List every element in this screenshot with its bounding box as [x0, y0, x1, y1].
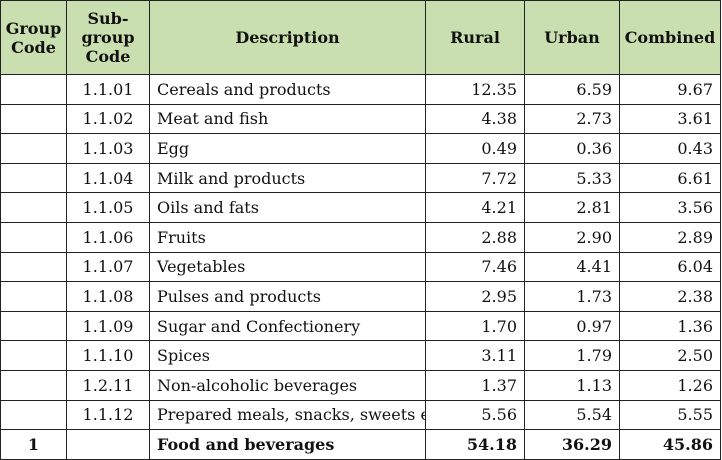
sub-group-code-cell: 1.1.10 [66, 340, 150, 371]
urban-cell: 0.97 [524, 310, 620, 342]
description-cell: Milk and products [149, 162, 426, 194]
combined-cell: 1.36 [619, 310, 721, 342]
group-code-cell [0, 74, 67, 105]
description-cell: Cereals and products [149, 74, 426, 105]
description-cell: Egg [149, 133, 426, 164]
table-row: 1.1.05 Oils and fats 4.21 2.81 3.56 [0, 192, 721, 223]
urban-cell: 4.41 [524, 251, 620, 283]
sub-group-code-cell: 1.1.05 [66, 192, 150, 223]
rural-cell: 0.49 [425, 133, 525, 164]
combined-cell: 5.55 [619, 399, 721, 431]
combined-cell: 2.38 [619, 281, 721, 312]
combined-cell: 9.67 [619, 74, 721, 105]
combined-cell: 2.50 [619, 340, 721, 371]
urban-cell: 2.90 [524, 221, 620, 253]
table-row: 1.2.11 Non-alcoholic beverages 1.37 1.13… [0, 369, 721, 401]
urban-cell: 0.36 [524, 133, 620, 164]
combined-cell: 6.61 [619, 162, 721, 194]
sub-group-code-cell: 1.1.02 [66, 103, 150, 135]
combined-cell: 3.56 [619, 192, 721, 223]
urban-cell: 2.81 [524, 192, 620, 223]
urban-cell: 6.59 [524, 74, 620, 105]
header-sub-group-code: Sub-group Code [66, 0, 150, 75]
group-code-cell [0, 310, 67, 342]
header-rural: Rural [425, 0, 525, 75]
sub-group-code-cell: 1.1.01 [66, 74, 150, 105]
total-sub-group-code [66, 429, 150, 460]
sub-group-code-cell: 1.2.11 [66, 369, 150, 401]
header-description: Description [149, 0, 426, 75]
combined-cell: 2.89 [619, 221, 721, 253]
rural-cell: 12.35 [425, 74, 525, 105]
table-row: 1.1.09 Sugar and Confectionery 1.70 0.97… [0, 310, 721, 342]
table-row: 1.1.01 Cereals and products 12.35 6.59 9… [0, 74, 721, 105]
table-row: 1.1.12 Prepared meals, snacks, sweets et… [0, 399, 721, 431]
combined-cell: 3.61 [619, 103, 721, 135]
description-cell: Fruits [149, 221, 426, 253]
header-group-code: Group Code [0, 0, 67, 75]
header-combined: Combined [619, 0, 721, 75]
total-description: Food and beverages [149, 429, 426, 460]
description-cell: Spices [149, 340, 426, 371]
group-code-cell [0, 399, 67, 431]
table-row: 1.1.02 Meat and fish 4.38 2.73 3.61 [0, 103, 721, 135]
description-cell: Oils and fats [149, 192, 426, 223]
total-group-code: 1 [0, 429, 67, 460]
description-cell: Prepared meals, snacks, sweets etc. [149, 399, 426, 431]
table-row: 1.1.03 Egg 0.49 0.36 0.43 [0, 133, 721, 164]
header-row: Group Code Sub-group Code Description Ru… [0, 0, 721, 75]
group-code-cell [0, 192, 67, 223]
group-code-cell [0, 221, 67, 253]
description-cell: Non-alcoholic beverages [149, 369, 426, 401]
group-code-cell [0, 133, 67, 164]
rural-cell: 2.88 [425, 221, 525, 253]
rural-cell: 7.46 [425, 251, 525, 283]
description-cell: Sugar and Confectionery [149, 310, 426, 342]
sub-group-code-cell: 1.1.04 [66, 162, 150, 194]
group-code-cell [0, 369, 67, 401]
table-row: 1.1.06 Fruits 2.88 2.90 2.89 [0, 221, 721, 253]
description-cell: Pulses and products [149, 281, 426, 312]
rural-cell: 2.95 [425, 281, 525, 312]
combined-cell: 0.43 [619, 133, 721, 164]
rural-cell: 5.56 [425, 399, 525, 431]
rural-cell: 4.21 [425, 192, 525, 223]
rural-cell: 4.38 [425, 103, 525, 135]
urban-cell: 1.79 [524, 340, 620, 371]
combined-cell: 1.26 [619, 369, 721, 401]
rural-cell: 7.72 [425, 162, 525, 194]
sub-group-code-cell: 1.1.09 [66, 310, 150, 342]
table-row: 1.1.10 Spices 3.11 1.79 2.50 [0, 340, 721, 371]
sub-group-code-cell: 1.1.12 [66, 399, 150, 431]
total-row: 1 Food and beverages 54.18 36.29 45.86 [0, 429, 721, 460]
combined-cell: 6.04 [619, 251, 721, 283]
urban-cell: 5.33 [524, 162, 620, 194]
urban-cell: 1.73 [524, 281, 620, 312]
group-code-cell [0, 281, 67, 312]
description-cell: Vegetables [149, 251, 426, 283]
total-rural: 54.18 [425, 429, 525, 460]
group-code-cell [0, 162, 67, 194]
sub-group-code-cell: 1.1.03 [66, 133, 150, 164]
table-row: 1.1.04 Milk and products 7.72 5.33 6.61 [0, 162, 721, 194]
rural-cell: 1.70 [425, 310, 525, 342]
urban-cell: 1.13 [524, 369, 620, 401]
urban-cell: 5.54 [524, 399, 620, 431]
sub-group-code-cell: 1.1.07 [66, 251, 150, 283]
header-urban: Urban [524, 0, 620, 75]
table-row: 1.1.08 Pulses and products 2.95 1.73 2.3… [0, 281, 721, 312]
description-cell: Meat and fish [149, 103, 426, 135]
group-code-cell [0, 103, 67, 135]
urban-cell: 2.73 [524, 103, 620, 135]
group-code-cell [0, 251, 67, 283]
group-code-cell [0, 340, 67, 371]
sub-group-code-cell: 1.1.06 [66, 221, 150, 253]
sub-group-code-cell: 1.1.08 [66, 281, 150, 312]
rural-cell: 1.37 [425, 369, 525, 401]
rural-cell: 3.11 [425, 340, 525, 371]
total-urban: 36.29 [524, 429, 620, 460]
table-row: 1.1.07 Vegetables 7.46 4.41 6.04 [0, 251, 721, 283]
total-combined: 45.86 [619, 429, 721, 460]
